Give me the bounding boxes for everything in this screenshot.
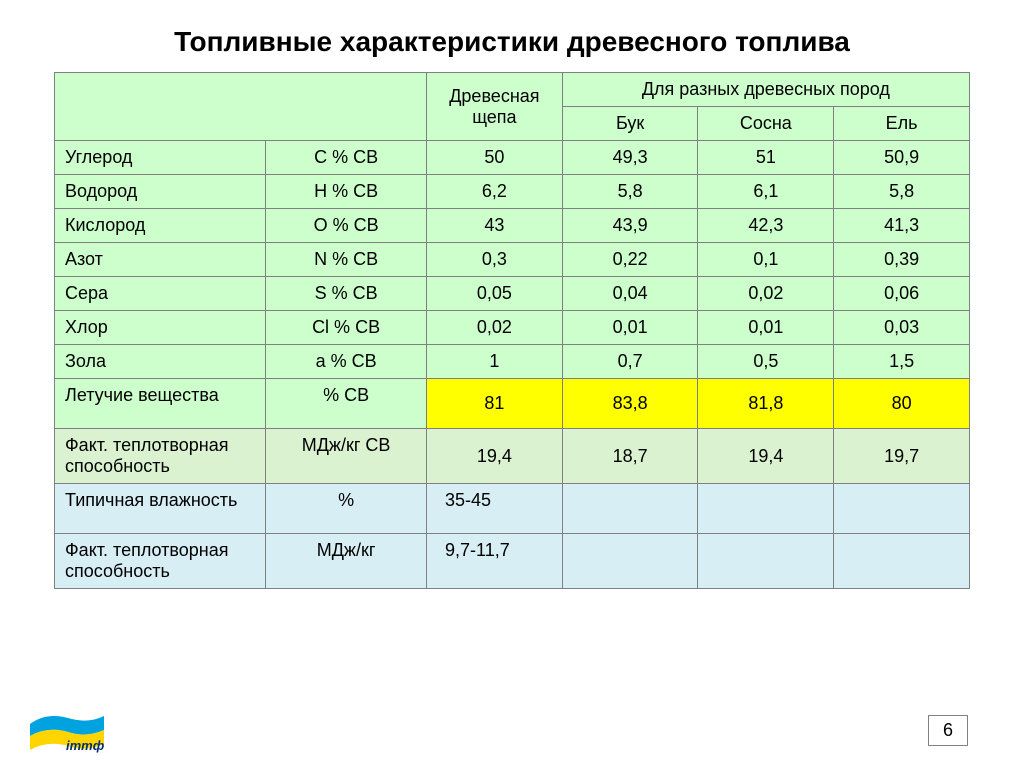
cell-value: 81 [427,379,563,429]
row-hhv-wet: Факт. теплотворная способность МДж/кг 9,… [55,534,970,589]
cell-name: Летучие вещества [55,379,266,429]
cell-value [834,534,970,589]
cell-value [834,484,970,534]
cell-name: Факт. теплотворная способность [55,429,266,484]
cell-unit: N % СВ [266,243,427,277]
cell-value: 6,1 [698,175,834,209]
table-wrapper: Древесная щепа Для разных древесных поро… [0,72,1024,589]
row-hydrogen: Водород H % СВ 6,2 5,8 6,1 5,8 [55,175,970,209]
cell-value: 0,02 [427,311,563,345]
fuel-table: Древесная щепа Для разных древесных поро… [54,72,970,589]
cell-value: 0,1 [698,243,834,277]
cell-value: 0,01 [562,311,698,345]
cell-value: 9,7-11,7 [427,534,563,589]
cell-name: Азот [55,243,266,277]
cell-name: Факт. теплотворная способность [55,534,266,589]
cell-value: 0,03 [834,311,970,345]
row-chlorine: Хлор Cl % СВ 0,02 0,01 0,01 0,03 [55,311,970,345]
cell-value: 50 [427,141,563,175]
cell-value: 5,8 [562,175,698,209]
cell-value: 1,5 [834,345,970,379]
cell-name: Типичная влажность [55,484,266,534]
cell-value: 0,05 [427,277,563,311]
header-buk: Бук [562,107,698,141]
cell-value: 0,3 [427,243,563,277]
cell-value: 19,4 [698,429,834,484]
cell-value: 0,06 [834,277,970,311]
cell-value: 19,7 [834,429,970,484]
cell-unit: a % СВ [266,345,427,379]
cell-name: Хлор [55,311,266,345]
logo-text: іттф [66,738,105,753]
cell-unit: C % СВ [266,141,427,175]
row-moisture: Типичная влажность % 35-45 [55,484,970,534]
cell-value: 6,2 [427,175,563,209]
cell-value: 0,01 [698,311,834,345]
cell-value: 0,7 [562,345,698,379]
cell-value [698,534,834,589]
row-oxygen: Кислород O % СВ 43 43,9 42,3 41,3 [55,209,970,243]
cell-unit: H % СВ [266,175,427,209]
cell-value: 0,02 [698,277,834,311]
cell-unit: % [266,484,427,534]
cell-value: 1 [427,345,563,379]
cell-value: 0,39 [834,243,970,277]
row-nitrogen: Азот N % СВ 0,3 0,22 0,1 0,39 [55,243,970,277]
logo-icon: іттф [28,710,106,754]
cell-value: 0,5 [698,345,834,379]
page-title: Топливные характеристики древесного топл… [0,0,1024,72]
header-blank [55,73,427,141]
row-ash: Зола a % СВ 1 0,7 0,5 1,5 [55,345,970,379]
cell-value [562,484,698,534]
cell-name: Водород [55,175,266,209]
cell-value: 0,04 [562,277,698,311]
row-sulfur: Сера S % СВ 0,05 0,04 0,02 0,06 [55,277,970,311]
cell-value: 18,7 [562,429,698,484]
cell-value: 81,8 [698,379,834,429]
cell-value: 43,9 [562,209,698,243]
row-hhv-dry: Факт. теплотворная способность МДж/кг СВ… [55,429,970,484]
cell-value [562,534,698,589]
cell-unit: S % СВ [266,277,427,311]
cell-value: 42,3 [698,209,834,243]
cell-name: Углерод [55,141,266,175]
cell-value: 43 [427,209,563,243]
cell-value: 0,22 [562,243,698,277]
cell-value: 19,4 [427,429,563,484]
cell-value: 51 [698,141,834,175]
header-shchepa: Древесная щепа [427,73,563,141]
cell-value: 49,3 [562,141,698,175]
cell-value: 80 [834,379,970,429]
page-number: 6 [928,715,968,746]
header-sosna: Сосна [698,107,834,141]
cell-unit: % СВ [266,379,427,429]
cell-value: 50,9 [834,141,970,175]
header-row-1: Древесная щепа Для разных древесных поро… [55,73,970,107]
cell-name: Сера [55,277,266,311]
cell-value [698,484,834,534]
cell-unit: O % СВ [266,209,427,243]
cell-value: 35-45 [427,484,563,534]
row-volatile: Летучие вещества % СВ 81 83,8 81,8 80 [55,379,970,429]
cell-unit: МДж/кг [266,534,427,589]
cell-unit: Cl % СВ [266,311,427,345]
cell-name: Зола [55,345,266,379]
cell-value: 5,8 [834,175,970,209]
cell-value: 41,3 [834,209,970,243]
cell-value: 83,8 [562,379,698,429]
row-carbon: Углерод C % СВ 50 49,3 51 50,9 [55,141,970,175]
header-el: Ель [834,107,970,141]
cell-unit: МДж/кг СВ [266,429,427,484]
header-species-group: Для разных древесных пород [562,73,969,107]
cell-name: Кислород [55,209,266,243]
